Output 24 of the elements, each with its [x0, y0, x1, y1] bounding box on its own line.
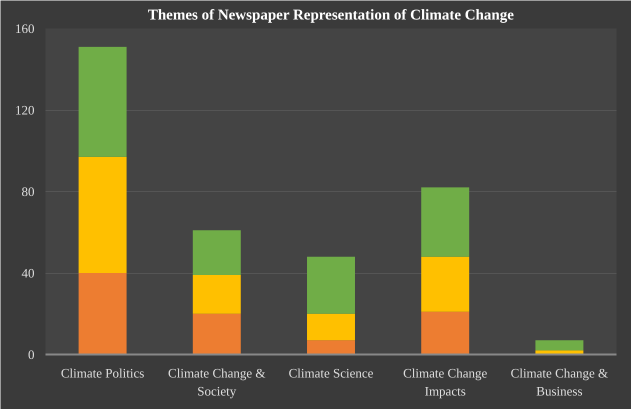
x-tick-label: Climate Change & Business — [510, 366, 608, 398]
bar — [421, 187, 470, 257]
y-tick-label: 40 — [22, 266, 34, 280]
x-tick-label: Climate Change & Society — [168, 366, 266, 398]
y-tick-label: 120 — [15, 102, 34, 118]
bar — [78, 156, 127, 273]
bar — [78, 46, 127, 157]
x-tick-label: Climate Change Impacts — [403, 366, 488, 398]
x-tick-label: Climate Politics — [60, 366, 144, 380]
bar — [421, 256, 470, 312]
chart-title: Themes of Newspaper Representation of Climate Change — [148, 8, 514, 24]
bar — [307, 314, 355, 340]
y-tick-label: 160 — [15, 21, 34, 36]
y-tick-label: 80 — [22, 184, 34, 199]
bar — [192, 314, 241, 354]
bar — [307, 256, 355, 314]
x-tick-label: Climate Science — [288, 366, 374, 380]
y-tick-label: 0 — [28, 347, 34, 362]
bar — [192, 230, 241, 276]
bar — [421, 312, 470, 354]
bar — [78, 273, 127, 354]
bar — [192, 275, 241, 314]
bar — [535, 340, 584, 350]
bar — [307, 340, 355, 354]
